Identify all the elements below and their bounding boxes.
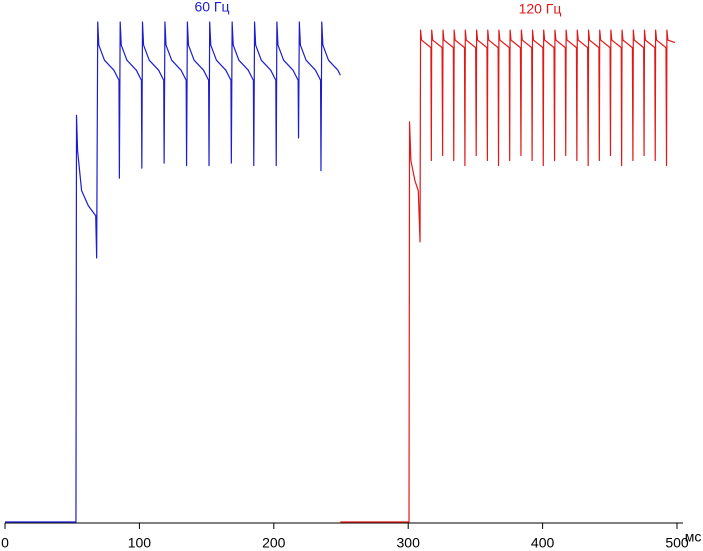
series-label: 60 Гц (194, 0, 229, 15)
x-tick-label: 400 (531, 535, 555, 551)
x-axis-label: мс (685, 529, 702, 545)
series-label: 120 Гц (519, 1, 562, 17)
x-tick-label: 0 (1, 535, 9, 551)
series-line (340, 29, 676, 523)
x-tick-label: 500 (665, 535, 689, 551)
x-tick-label: 200 (262, 535, 286, 551)
series-line (5, 21, 341, 523)
x-tick-label: 100 (128, 535, 152, 551)
x-tick-label: 300 (397, 535, 421, 551)
